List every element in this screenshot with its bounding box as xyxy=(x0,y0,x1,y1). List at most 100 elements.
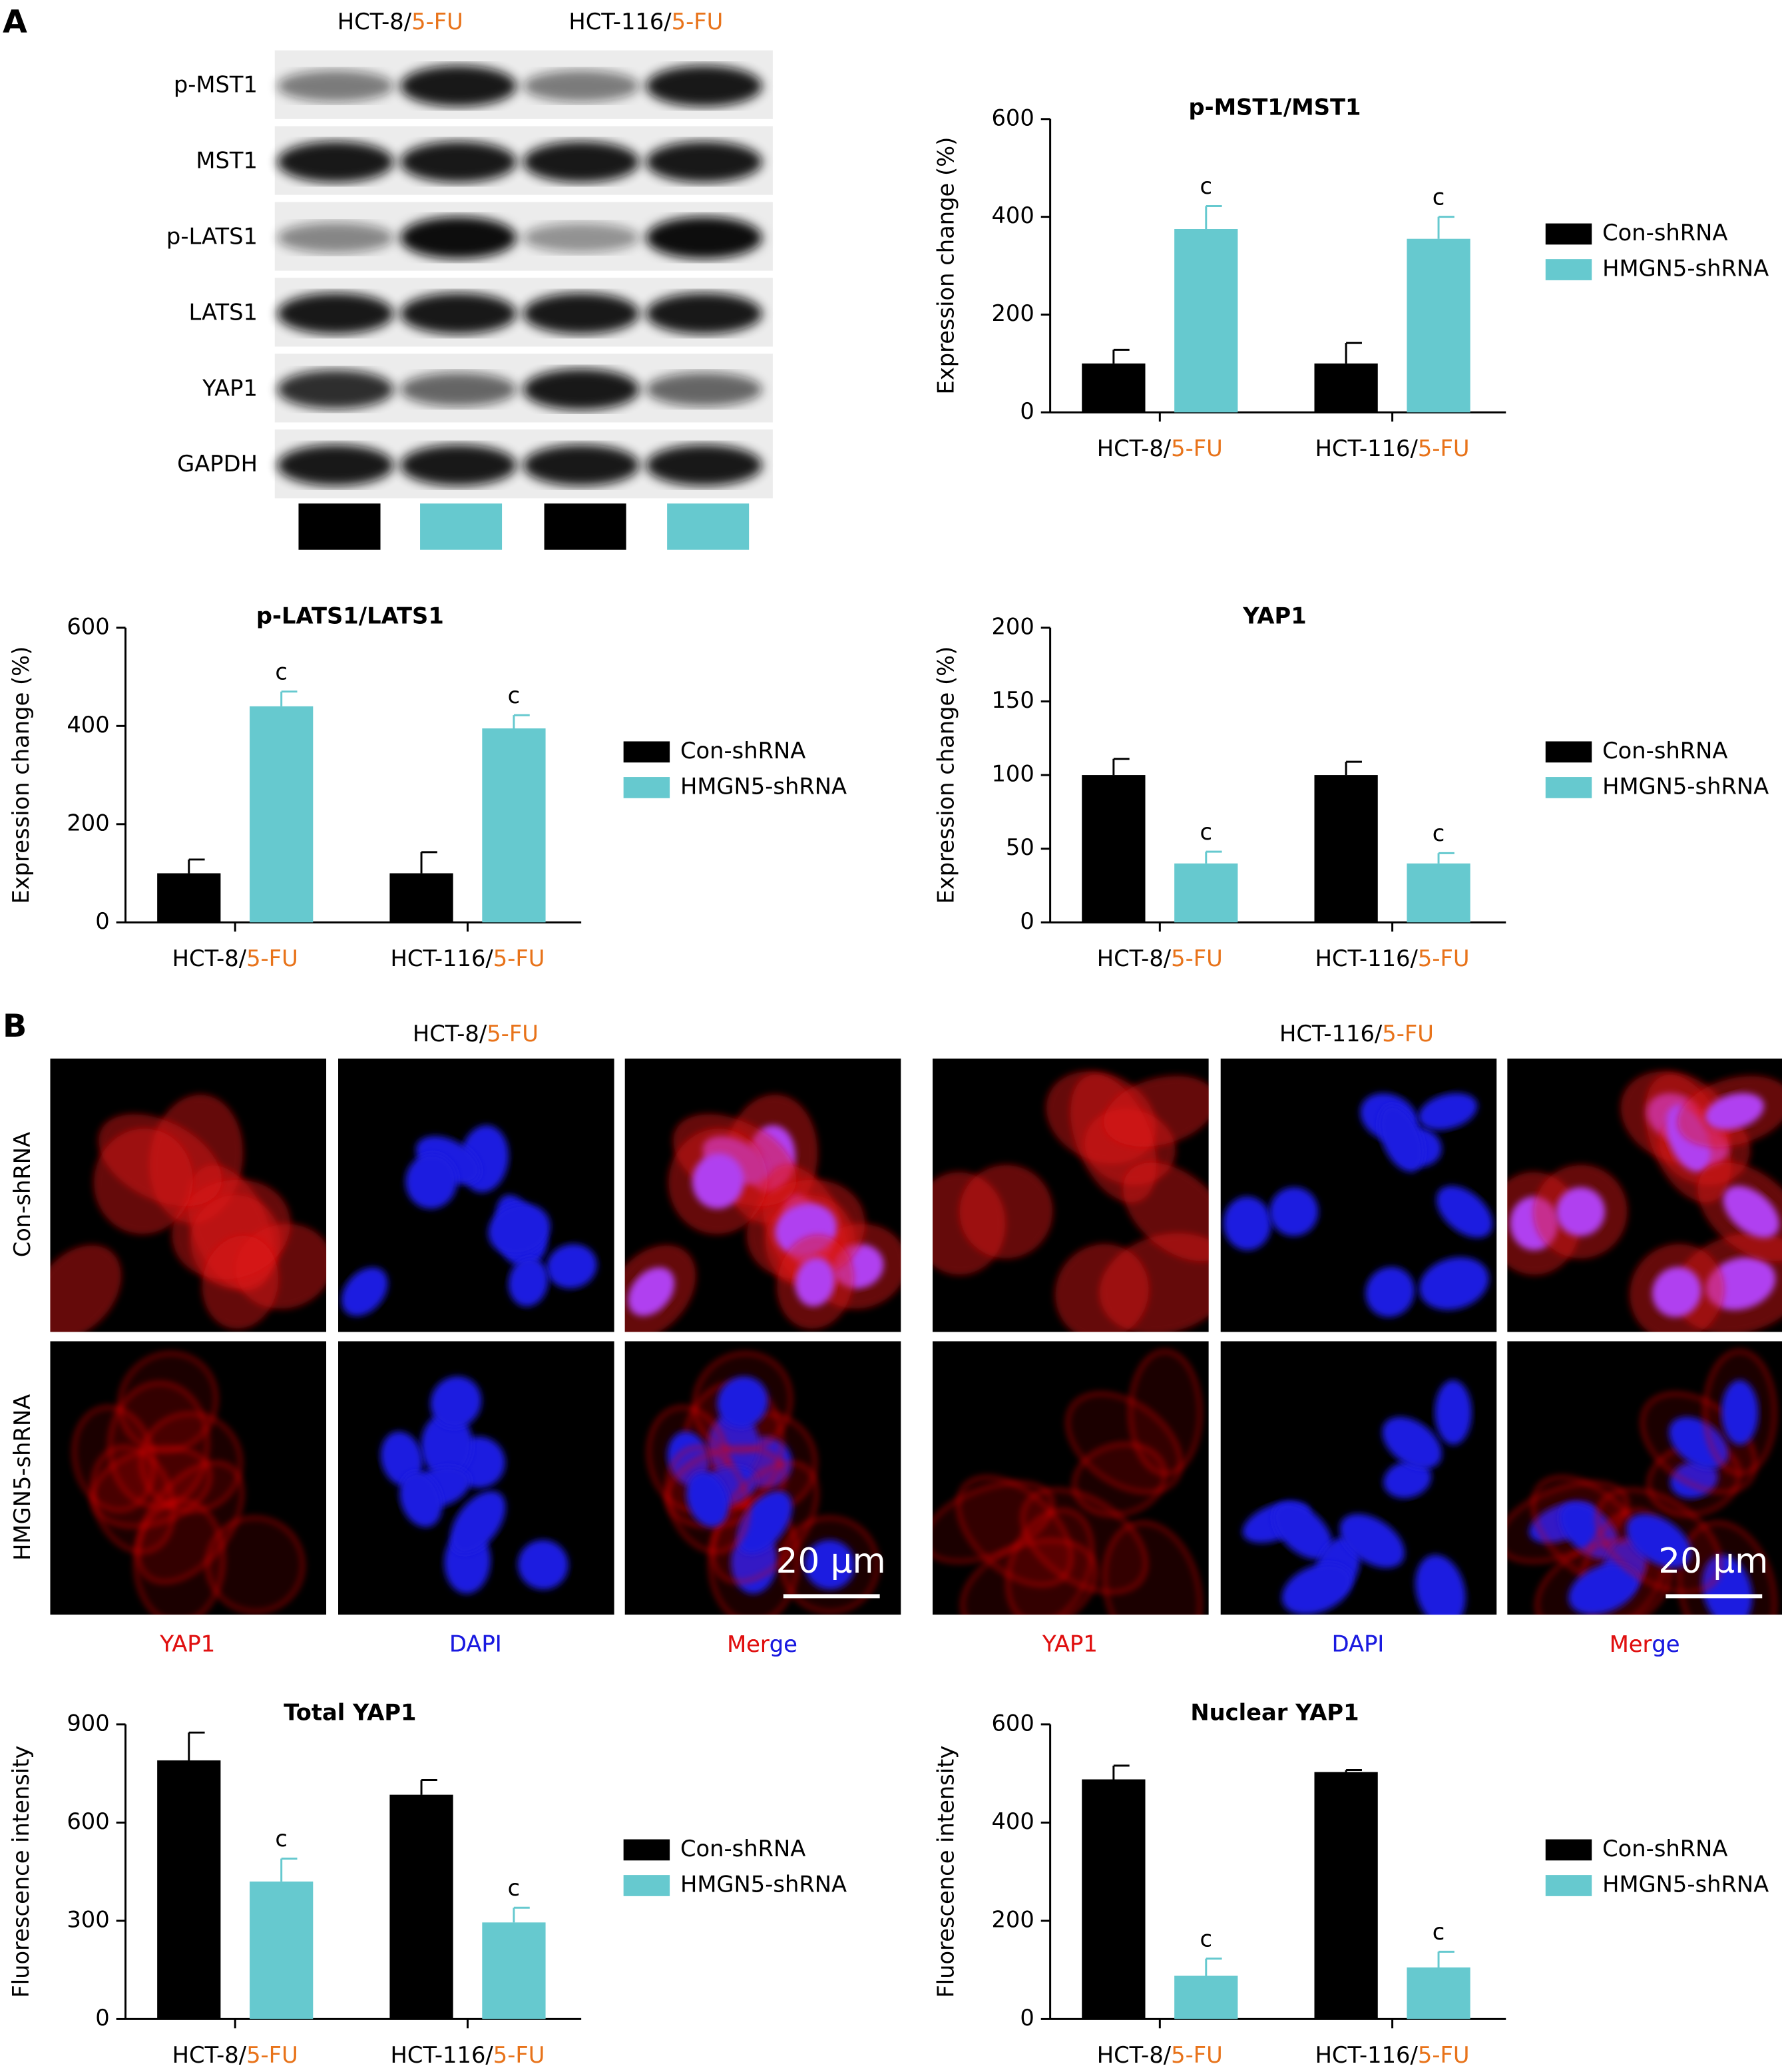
bar xyxy=(1314,1772,1378,2019)
x-tick-label: HCT-8/5-FU xyxy=(172,2041,298,2067)
x-tick-label-part: HCT-116/ xyxy=(390,945,493,971)
legend-swatch xyxy=(623,1839,670,1861)
dapi-nucleus xyxy=(399,1471,443,1527)
dapi-nucleus xyxy=(1281,1563,1353,1615)
dapi-nucleus xyxy=(737,1491,793,1554)
micro-header: HCT-116/5-FU xyxy=(1279,1021,1434,1047)
dapi-nucleus xyxy=(1556,1187,1605,1236)
legend-label: HMGN5-shRNA xyxy=(1602,1871,1769,1897)
x-tick-label-part: HCT-8/ xyxy=(172,2041,247,2067)
bar xyxy=(1082,363,1146,413)
bar xyxy=(1082,775,1146,923)
y-tick-label: 0 xyxy=(1020,398,1034,424)
blot-band xyxy=(277,444,394,486)
blot-band xyxy=(523,292,640,334)
channel-label-part: Mer xyxy=(1610,1631,1652,1657)
micrograph xyxy=(1507,1341,1782,1615)
condition-swatch xyxy=(544,503,626,550)
blot-row-label: MST1 xyxy=(196,148,258,174)
blot-row-label: p-LATS1 xyxy=(166,224,258,250)
legend-swatch xyxy=(1545,1875,1592,1896)
micro-header-part: 5-FU xyxy=(1382,1021,1434,1047)
dapi-nucleus xyxy=(450,1491,506,1554)
panel-label: A xyxy=(3,4,27,41)
y-tick-label: 400 xyxy=(991,1808,1034,1834)
chart-title: YAP1 xyxy=(1242,603,1306,629)
x-tick-label-part: 5-FU xyxy=(246,2041,298,2067)
legend-swatch xyxy=(1545,259,1592,280)
dapi-nucleus xyxy=(1365,1266,1415,1318)
blot-header-part: HCT-8/ xyxy=(337,8,412,34)
panel-label: B xyxy=(3,1008,27,1045)
micrograph xyxy=(1220,1058,1497,1332)
yap1-signal xyxy=(201,1234,280,1330)
channel-label-part: Mer xyxy=(727,1631,770,1657)
condition-swatch xyxy=(298,503,381,550)
dapi-nucleus xyxy=(1568,1563,1639,1615)
x-tick-label-part: 5-FU xyxy=(1171,945,1223,971)
yap1-signal xyxy=(50,1244,122,1332)
blot-header-part: 5-FU xyxy=(411,8,463,34)
blot-band xyxy=(646,444,763,486)
bar xyxy=(250,1881,314,2019)
micro-header: HCT-8/5-FU xyxy=(413,1021,539,1047)
bar xyxy=(1314,363,1378,413)
yap1-signal xyxy=(1128,1350,1202,1475)
yap1-signal xyxy=(93,1127,194,1235)
x-tick-label: HCT-8/5-FU xyxy=(172,945,298,971)
dapi-nucleus xyxy=(692,1153,744,1209)
row-label: HMGN5-shRNA xyxy=(9,1394,35,1561)
x-tick-label: HCT-8/5-FU xyxy=(1097,945,1223,971)
y-tick-label: 200 xyxy=(67,810,109,836)
x-tick-label: HCT-8/5-FU xyxy=(1097,2041,1223,2067)
dapi-nucleus xyxy=(341,1267,388,1316)
channel-label-part: ge xyxy=(770,1631,797,1657)
x-tick-label-part: 5-FU xyxy=(1171,435,1223,461)
legend-label: HMGN5-shRNA xyxy=(680,773,847,799)
blot-band xyxy=(400,65,517,107)
blot-band xyxy=(277,141,394,183)
blot-band xyxy=(400,292,517,334)
y-tick-label: 300 xyxy=(67,1906,109,1932)
dapi-nucleus xyxy=(1705,1093,1764,1131)
x-tick-label: HCT-116/5-FU xyxy=(1315,945,1470,971)
row-label: Con-shRNA xyxy=(9,1132,35,1257)
dapi-nucleus xyxy=(508,1257,549,1307)
chart-title: Total YAP1 xyxy=(284,1700,416,1726)
bar xyxy=(389,873,453,923)
blot-header: HCT-8/5-FU xyxy=(337,8,463,34)
y-tick-label: 200 xyxy=(991,300,1034,326)
channel-label: YAP1 xyxy=(1042,1631,1098,1657)
micrograph xyxy=(933,1058,1209,1332)
condition-swatch xyxy=(420,503,503,550)
micrograph xyxy=(338,1341,614,1615)
dapi-nucleus xyxy=(1383,1461,1432,1499)
channel-label: Merge xyxy=(1610,1631,1680,1657)
annotation: c xyxy=(1200,1926,1213,1951)
channel-label: Merge xyxy=(727,1631,797,1657)
dapi-nucleus xyxy=(405,1153,458,1209)
condition-swatch xyxy=(667,503,750,550)
dapi-nucleus xyxy=(517,1539,568,1590)
y-axis-label: Expression change (%) xyxy=(8,647,34,904)
y-tick-label: 0 xyxy=(1020,2005,1034,2031)
legend-swatch xyxy=(1545,223,1592,245)
y-tick-label: 100 xyxy=(991,761,1034,787)
y-tick-label: 600 xyxy=(991,1710,1034,1736)
channel-label: DAPI xyxy=(449,1631,502,1657)
micrograph xyxy=(624,1341,901,1615)
yap1-signal xyxy=(1021,1488,1148,1594)
yap1-signal xyxy=(206,1516,305,1613)
micro-header-part: 5-FU xyxy=(487,1021,539,1047)
bar xyxy=(1174,863,1238,923)
y-tick-label: 600 xyxy=(991,105,1034,130)
blot-band xyxy=(523,141,640,183)
blot-band xyxy=(646,141,763,183)
dapi-nucleus xyxy=(1723,1186,1779,1238)
blot-band xyxy=(646,292,763,334)
bar xyxy=(482,1922,546,2019)
yap1-signal xyxy=(1102,1075,1209,1149)
x-tick-label-part: HCT-116/ xyxy=(1315,2041,1419,2067)
annotation: c xyxy=(1433,820,1445,846)
